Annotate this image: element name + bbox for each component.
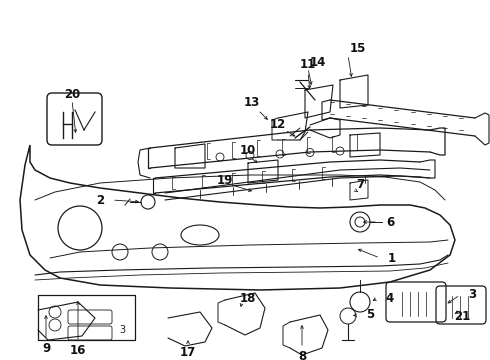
Text: 16: 16 [70, 343, 86, 356]
Text: 7: 7 [356, 177, 364, 190]
Text: 8: 8 [298, 350, 306, 360]
Text: 11: 11 [300, 58, 316, 72]
Text: 21: 21 [454, 310, 470, 323]
Text: 17: 17 [180, 346, 196, 359]
Text: 1: 1 [388, 252, 396, 265]
Text: 15: 15 [350, 41, 366, 54]
Text: 3: 3 [119, 325, 125, 335]
Text: 19: 19 [217, 174, 233, 186]
Text: 9: 9 [42, 342, 50, 355]
Text: 20: 20 [64, 87, 80, 100]
Text: 14: 14 [310, 55, 326, 68]
Text: 3: 3 [468, 288, 476, 302]
Text: 18: 18 [240, 292, 256, 305]
Text: 6: 6 [386, 216, 394, 229]
Text: 13: 13 [244, 96, 260, 109]
Text: 12: 12 [270, 118, 286, 131]
Text: 10: 10 [240, 144, 256, 157]
Text: 4: 4 [386, 292, 394, 305]
Text: 5: 5 [366, 309, 374, 321]
Text: 2: 2 [96, 194, 104, 207]
